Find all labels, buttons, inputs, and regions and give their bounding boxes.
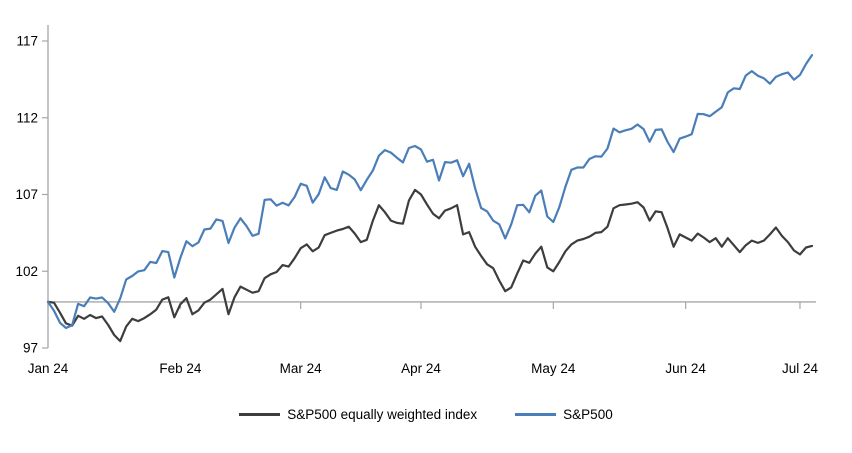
legend-item-sp500: S&P500	[515, 407, 613, 422]
x-axis-label: Jan 24	[28, 361, 69, 376]
legend-line-swatch-dark	[239, 413, 281, 416]
y-axis-label: 97	[23, 341, 38, 356]
y-axis-label: 107	[15, 187, 38, 202]
y-axis-label: 117	[16, 34, 38, 49]
legend-label-sp500: S&P500	[563, 407, 613, 422]
x-axis-label: May 24	[531, 361, 576, 376]
x-axis-label: Jul 24	[782, 361, 819, 376]
y-axis-label: 102	[15, 264, 38, 279]
legend-label-equal-weight: S&P500 equally weighted index	[287, 407, 478, 422]
x-axis-label: Feb 24	[159, 361, 202, 376]
y-axis-label: 112	[16, 110, 38, 125]
legend-line-swatch-blue	[515, 413, 557, 416]
series-line-sp500	[46, 53, 814, 330]
legend-item-equal-weight: S&P500 equally weighted index	[239, 407, 477, 422]
x-axis-label: Mar 24	[280, 361, 323, 376]
chart-legend: S&P500 equally weighted index S&P500	[0, 407, 852, 422]
x-axis-label: Jun 24	[665, 361, 706, 376]
series-line-equal-weight	[46, 188, 814, 343]
x-axis-label: Apr 24	[401, 361, 441, 376]
